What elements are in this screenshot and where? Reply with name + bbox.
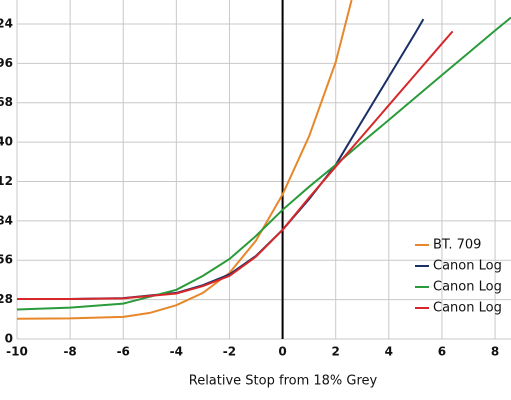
y-tick-label: 512 <box>0 174 13 188</box>
x-tick-label: -8 <box>63 345 76 359</box>
y-tick-label: 1024 <box>0 16 13 30</box>
line <box>17 30 454 300</box>
x-tick-label: 6 <box>438 345 446 359</box>
y-tick-label: 128 <box>0 292 13 306</box>
y-tick-label: 256 <box>0 253 13 267</box>
y-tick-label: 0 <box>5 332 13 346</box>
line <box>17 18 425 300</box>
legend-label: BT. 709 <box>433 238 481 253</box>
x-axis-label: Relative Stop from 18% Grey <box>189 374 378 389</box>
legend-label: Canon Log <box>433 259 502 274</box>
x-tick-label: 2 <box>332 345 340 359</box>
x-tick-label: -6 <box>117 345 130 359</box>
y-tick-label: 384 <box>0 213 13 227</box>
y-tick-label: 768 <box>0 95 13 109</box>
y-tick-label: 640 <box>0 135 13 149</box>
x-tick-label: 4 <box>385 345 393 359</box>
legend-label: Canon Log <box>433 280 502 295</box>
legend-label: Canon Log <box>433 301 502 316</box>
x-tick-label: -10 <box>6 345 28 359</box>
y-tick-label: 896 <box>0 56 13 70</box>
line <box>16 0 353 320</box>
x-tick-label: 8 <box>491 345 499 359</box>
x-tick-label: -4 <box>170 345 183 359</box>
x-tick-label: 0 <box>278 345 286 359</box>
x-tick-label: -2 <box>223 345 236 359</box>
